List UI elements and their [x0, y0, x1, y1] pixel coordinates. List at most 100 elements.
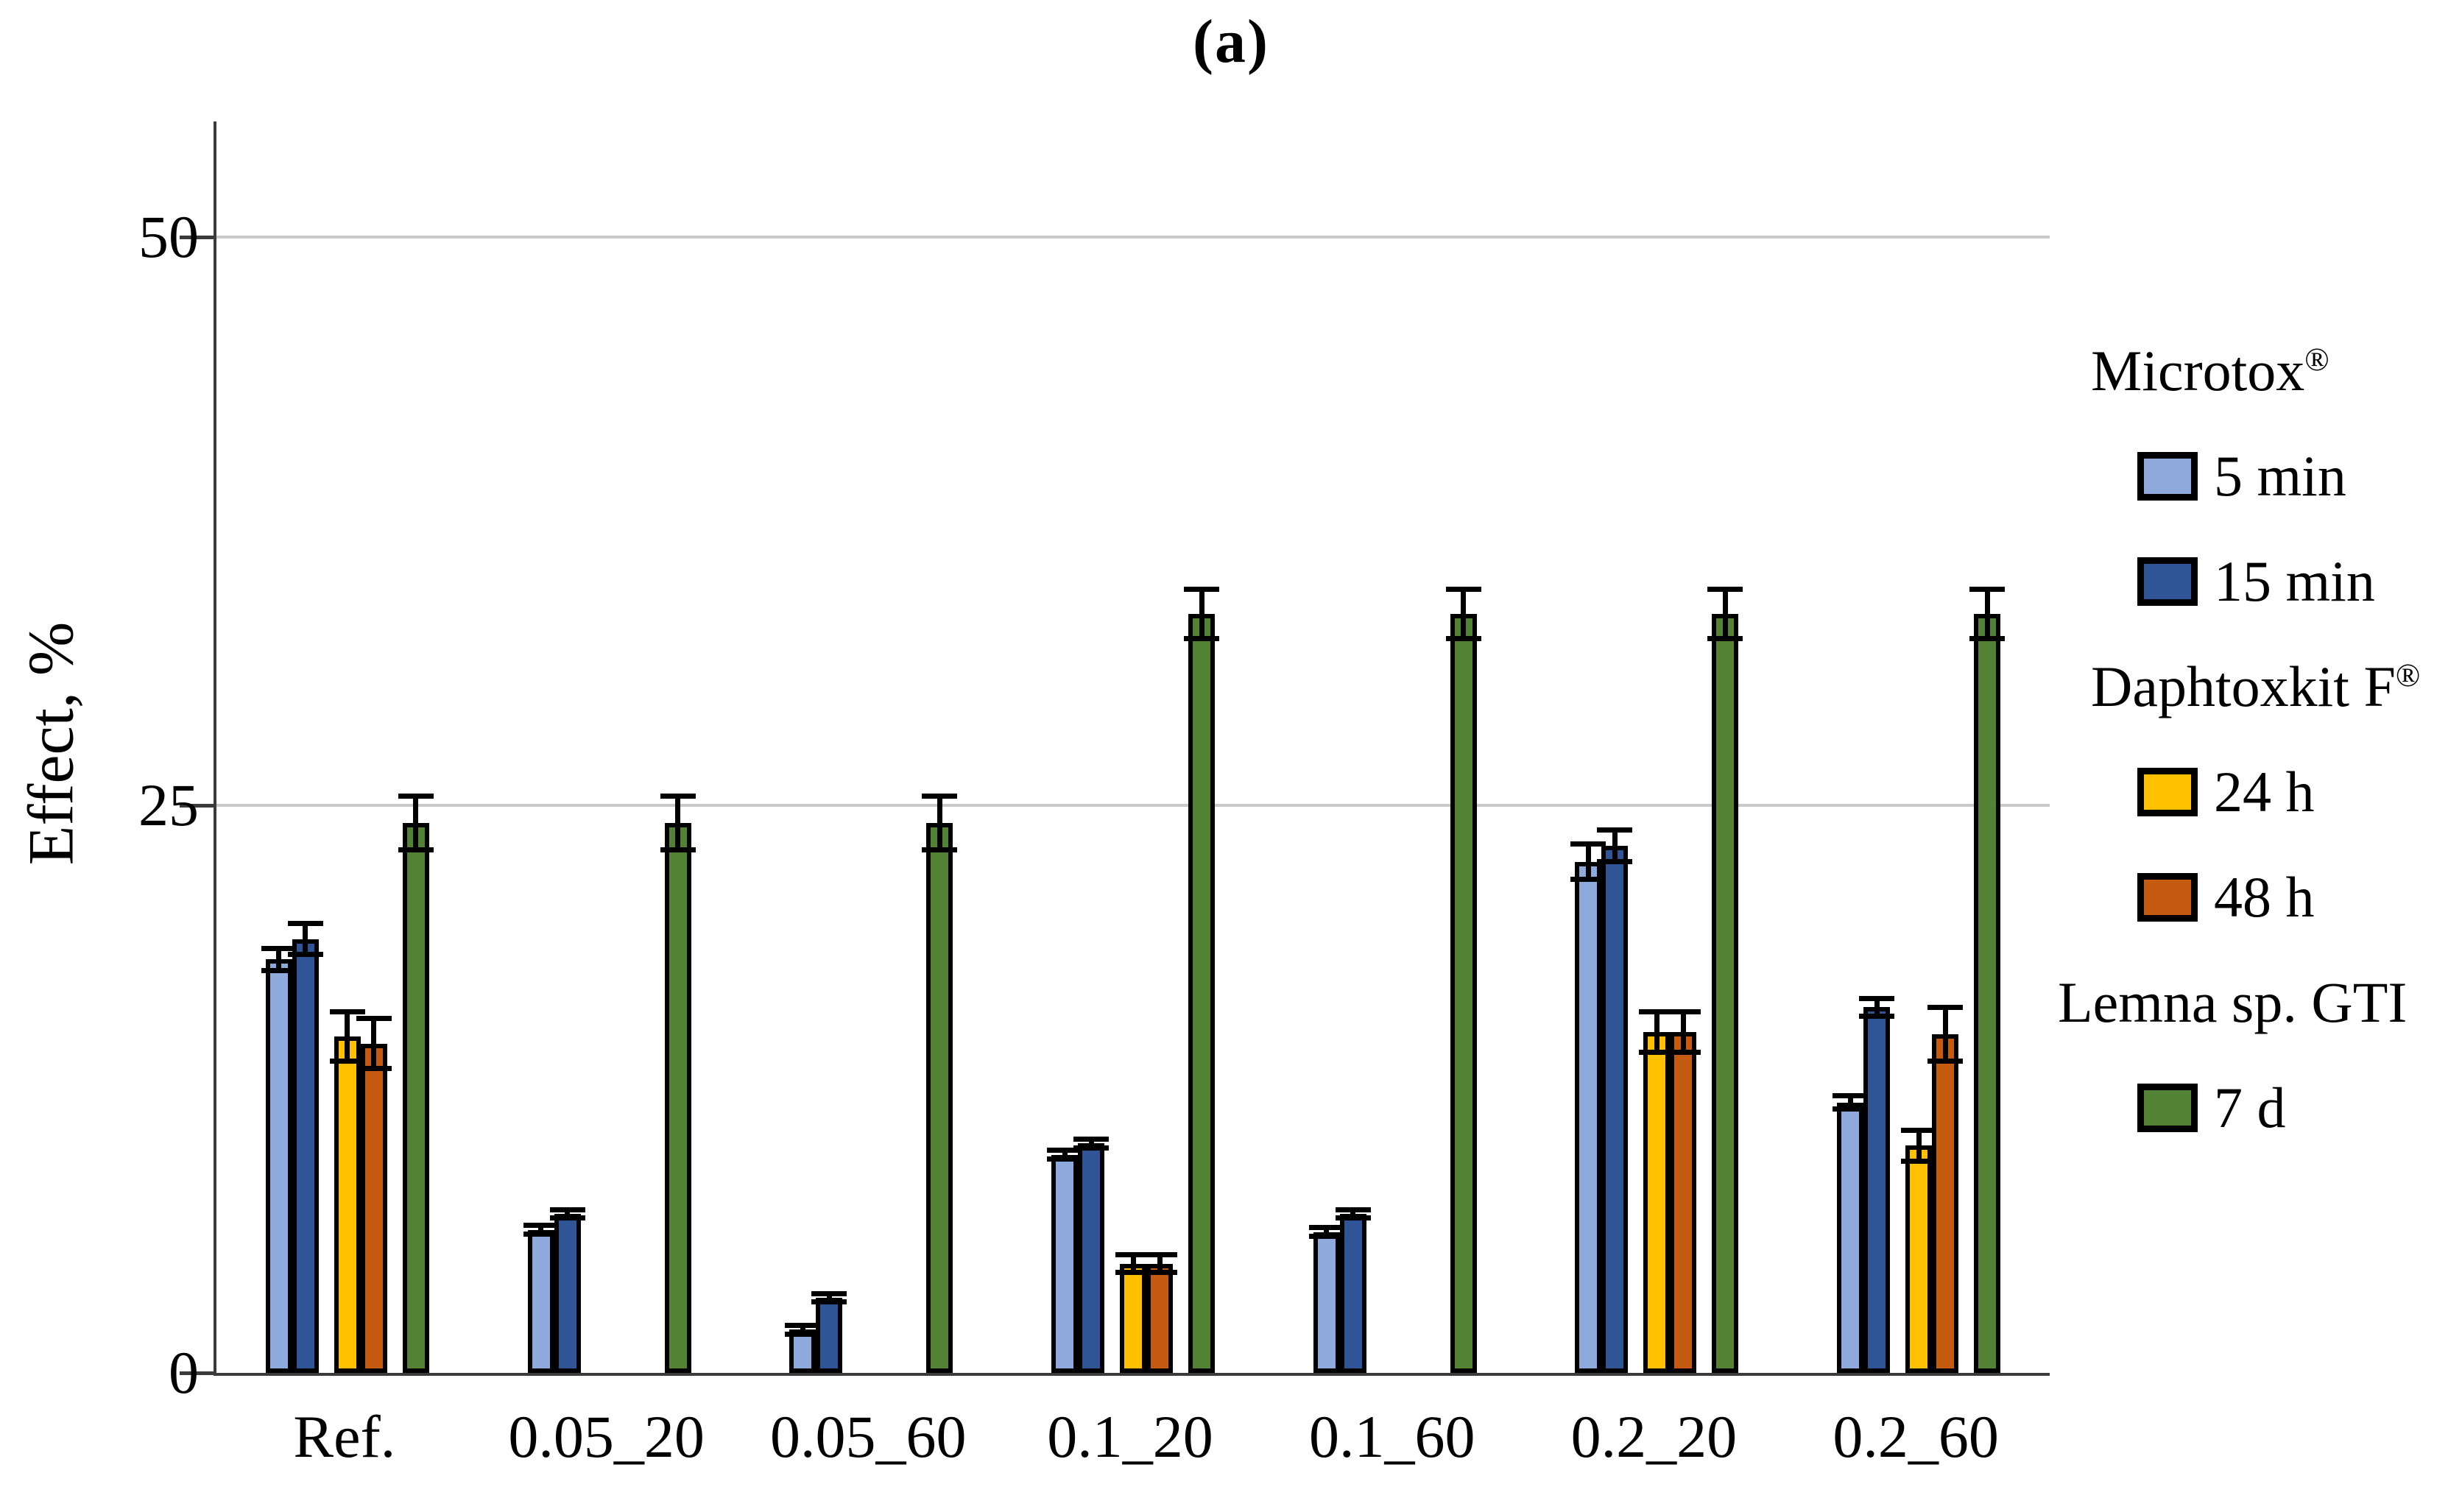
bar-15-min-0.2_20: [1601, 846, 1629, 1373]
y-tick-mark: [180, 803, 216, 808]
bar-48-h-0.1_20: [1146, 1263, 1173, 1373]
y-tick-mark: [180, 236, 216, 239]
legend-item-24-h: 24 h: [2137, 739, 2315, 844]
error-bar-cap: [1859, 1013, 1895, 1019]
error-bar-cap: [523, 1223, 559, 1229]
error-bar: [1157, 1252, 1163, 1276]
error-bar: [1199, 587, 1204, 642]
bar-24-h-0.2_20: [1643, 1032, 1671, 1373]
error-bar: [538, 1223, 544, 1237]
error-bar-cap: [1665, 1049, 1701, 1055]
error-bar: [1062, 1148, 1068, 1162]
error-bar-cap: [329, 1009, 365, 1015]
error-bar-cap: [1665, 1009, 1701, 1015]
bar-48-h-0.2_60: [1932, 1034, 1959, 1373]
bar-5-min-0.1_20: [1051, 1154, 1078, 1373]
error-bar-cap: [1927, 1005, 1964, 1011]
x-axis-label-0.05_60: 0.05_60: [770, 1403, 967, 1470]
legend-swatch-24-h: [2137, 767, 2198, 816]
bar-7-d-0.05_20: [664, 823, 691, 1373]
bar-24-h-0.1_20: [1120, 1263, 1146, 1373]
error-bar-cap: [1707, 636, 1743, 642]
bar-15-min-0.1_60: [1339, 1213, 1366, 1373]
x-axis-label-0.2_20: 0.2_20: [1570, 1403, 1738, 1470]
error-bar-cap: [1047, 1148, 1082, 1154]
error-bar: [345, 1009, 350, 1064]
legend-item-15-min: 15 min: [2137, 529, 2375, 634]
bar-7-d-0.2_60: [1974, 614, 2001, 1373]
error-bar: [1722, 587, 1728, 642]
error-bar: [1350, 1207, 1356, 1221]
error-bar: [276, 945, 282, 973]
bar-15-min-0.05_60: [816, 1298, 843, 1373]
legend-label: 7 d: [2214, 1075, 2286, 1140]
error-bar-cap: [287, 952, 323, 958]
error-bar-cap: [261, 945, 297, 951]
x-axis-label-Ref.: Ref.: [293, 1403, 396, 1470]
error-bar-cap: [1639, 1009, 1675, 1015]
error-bar-cap: [922, 794, 958, 799]
registered-mark: ®: [2304, 341, 2329, 378]
error-bar-cap: [1142, 1270, 1177, 1276]
bar-24-h-0.2_60: [1905, 1145, 1933, 1373]
x-axis-label-0.2_60: 0.2_60: [1833, 1403, 1999, 1470]
error-bar: [1130, 1252, 1136, 1276]
legend-header-Daphtoxkit-F: Daphtoxkit F®: [2091, 654, 2421, 718]
error-bar-cap: [1115, 1270, 1151, 1276]
error-bar-cap: [811, 1290, 847, 1296]
error-bar-cap: [287, 920, 323, 926]
legend-item-5-min: 5 min: [2137, 423, 2346, 529]
plot-area: [180, 121, 2050, 1376]
error-bar: [1680, 1009, 1686, 1055]
error-bar: [565, 1207, 571, 1221]
error-bar: [1461, 587, 1467, 642]
chart-title: (a): [1193, 7, 1269, 76]
legend-swatch-7-d: [2137, 1083, 2198, 1132]
error-bar-cap: [1335, 1207, 1371, 1212]
error-bar-cap: [660, 847, 696, 853]
error-bar-cap: [1073, 1137, 1109, 1142]
legend-label: 5 min: [2214, 443, 2346, 508]
error-bar: [800, 1323, 805, 1337]
error-bar-cap: [1445, 636, 1481, 642]
error-bar-cap: [1570, 877, 1606, 883]
legend-section-header-row: Daphtoxkit F®: [2091, 634, 2420, 739]
legend-header-Microtox: Microtox®: [2091, 338, 2329, 403]
bar-7-d-Ref.: [402, 823, 429, 1373]
legend-section-header-row: Lemna sp. GTI: [2058, 950, 2407, 1055]
error-bar-cap: [1335, 1215, 1371, 1221]
bar-5-min-Ref.: [265, 959, 292, 1373]
registered-mark: ®: [2395, 657, 2421, 693]
error-bar-cap: [398, 794, 434, 799]
y-tick-label-50: 50: [138, 203, 199, 270]
error-bar-cap: [356, 1016, 392, 1022]
error-bar-cap: [1969, 587, 2006, 593]
error-bar-cap: [1597, 827, 1633, 833]
legend-swatch-15-min: [2137, 557, 2198, 606]
bar-5-min-0.05_20: [527, 1229, 554, 1373]
error-bar-cap: [1859, 995, 1895, 1001]
error-bar: [1942, 1005, 1948, 1064]
error-bar-cap: [1184, 636, 1219, 642]
bar-7-d-0.2_20: [1712, 614, 1739, 1373]
error-bar: [1324, 1225, 1330, 1239]
error-bar-cap: [1901, 1159, 1937, 1165]
bar-7-d-0.05_60: [926, 823, 953, 1373]
error-bar: [826, 1290, 832, 1305]
legend-swatch-5-min: [2137, 451, 2198, 501]
x-axis-label-0.05_20: 0.05_20: [508, 1403, 705, 1470]
error-bar: [371, 1016, 377, 1071]
bar-15-min-0.2_60: [1863, 1007, 1891, 1373]
legend-label: 15 min: [2214, 548, 2375, 613]
error-bar: [1585, 841, 1591, 883]
error-bar-cap: [261, 967, 297, 973]
error-bar-cap: [1047, 1156, 1082, 1162]
error-bar-cap: [1073, 1145, 1109, 1151]
gridline-50: [216, 236, 2050, 239]
error-bar-cap: [1597, 858, 1633, 864]
gridline-25: [216, 803, 2050, 807]
error-bar-cap: [1927, 1059, 1964, 1064]
error-bar-cap: [1901, 1127, 1937, 1133]
bar-5-min-0.2_60: [1837, 1102, 1864, 1373]
bar-5-min-0.1_60: [1313, 1232, 1340, 1373]
